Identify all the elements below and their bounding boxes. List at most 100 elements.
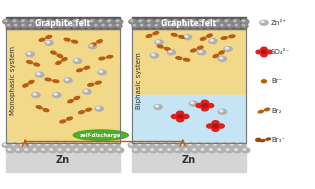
Circle shape bbox=[165, 20, 168, 22]
Text: Monophasic system: Monophasic system bbox=[10, 46, 16, 115]
Circle shape bbox=[218, 109, 226, 114]
Circle shape bbox=[155, 19, 163, 24]
Circle shape bbox=[242, 20, 245, 22]
Circle shape bbox=[201, 100, 208, 104]
Circle shape bbox=[204, 143, 212, 148]
Circle shape bbox=[11, 19, 20, 24]
Circle shape bbox=[30, 20, 33, 22]
Circle shape bbox=[32, 148, 40, 153]
Circle shape bbox=[189, 19, 197, 24]
Circle shape bbox=[208, 20, 210, 22]
Circle shape bbox=[256, 138, 261, 141]
Ellipse shape bbox=[57, 54, 63, 57]
Circle shape bbox=[232, 19, 240, 24]
Circle shape bbox=[73, 59, 82, 64]
Circle shape bbox=[79, 24, 86, 28]
Circle shape bbox=[220, 110, 223, 112]
Text: Graphite felt: Graphite felt bbox=[35, 19, 91, 28]
Circle shape bbox=[2, 143, 10, 148]
Circle shape bbox=[4, 20, 7, 22]
Circle shape bbox=[156, 41, 159, 43]
Circle shape bbox=[89, 19, 97, 24]
Circle shape bbox=[113, 143, 116, 145]
Circle shape bbox=[99, 148, 107, 153]
Circle shape bbox=[132, 148, 140, 153]
Ellipse shape bbox=[90, 43, 96, 46]
Circle shape bbox=[32, 93, 40, 98]
Circle shape bbox=[46, 143, 49, 145]
Circle shape bbox=[182, 114, 189, 119]
Circle shape bbox=[138, 143, 141, 145]
Bar bbox=[132, 143, 246, 172]
Circle shape bbox=[108, 24, 115, 28]
Circle shape bbox=[161, 24, 168, 28]
Circle shape bbox=[188, 143, 191, 145]
Circle shape bbox=[141, 148, 149, 153]
Circle shape bbox=[27, 53, 31, 54]
Circle shape bbox=[53, 93, 61, 98]
Circle shape bbox=[64, 24, 71, 28]
Circle shape bbox=[117, 149, 120, 150]
Circle shape bbox=[100, 24, 107, 28]
Circle shape bbox=[90, 148, 99, 153]
Circle shape bbox=[197, 143, 200, 145]
Circle shape bbox=[212, 127, 219, 131]
Circle shape bbox=[234, 24, 241, 28]
Text: Graphite felt: Graphite felt bbox=[161, 19, 217, 28]
Circle shape bbox=[261, 47, 267, 51]
Circle shape bbox=[154, 24, 161, 28]
Circle shape bbox=[233, 20, 236, 22]
Circle shape bbox=[147, 20, 150, 22]
Circle shape bbox=[184, 149, 187, 150]
Circle shape bbox=[20, 143, 23, 145]
Circle shape bbox=[195, 143, 203, 148]
Circle shape bbox=[209, 39, 217, 44]
Circle shape bbox=[216, 148, 225, 153]
Ellipse shape bbox=[62, 58, 67, 61]
Circle shape bbox=[49, 148, 57, 153]
Circle shape bbox=[183, 35, 192, 40]
Circle shape bbox=[177, 118, 184, 122]
Circle shape bbox=[192, 24, 194, 26]
Bar bbox=[132, 29, 246, 143]
Ellipse shape bbox=[200, 37, 206, 40]
Ellipse shape bbox=[45, 78, 51, 81]
Circle shape bbox=[15, 148, 23, 153]
Circle shape bbox=[180, 19, 189, 24]
Circle shape bbox=[148, 24, 150, 26]
Circle shape bbox=[154, 105, 162, 109]
Circle shape bbox=[179, 143, 187, 148]
Circle shape bbox=[22, 24, 24, 26]
Circle shape bbox=[33, 93, 36, 95]
Circle shape bbox=[29, 19, 37, 24]
Circle shape bbox=[202, 104, 208, 107]
Circle shape bbox=[177, 111, 184, 115]
Circle shape bbox=[73, 24, 75, 26]
Circle shape bbox=[214, 143, 216, 145]
Ellipse shape bbox=[88, 83, 94, 86]
Ellipse shape bbox=[258, 110, 263, 113]
Circle shape bbox=[134, 149, 137, 150]
Circle shape bbox=[11, 143, 19, 148]
Circle shape bbox=[99, 20, 102, 22]
Circle shape bbox=[199, 20, 202, 22]
Ellipse shape bbox=[219, 51, 224, 54]
Circle shape bbox=[162, 24, 165, 26]
Circle shape bbox=[23, 148, 32, 153]
Circle shape bbox=[56, 20, 59, 22]
Ellipse shape bbox=[77, 69, 83, 72]
Circle shape bbox=[137, 143, 145, 148]
Circle shape bbox=[37, 19, 45, 24]
Circle shape bbox=[146, 24, 153, 28]
Circle shape bbox=[90, 45, 93, 46]
Circle shape bbox=[6, 24, 13, 28]
Circle shape bbox=[209, 149, 212, 150]
Circle shape bbox=[231, 143, 233, 145]
Bar bbox=[132, 95, 246, 143]
Ellipse shape bbox=[60, 120, 66, 123]
Circle shape bbox=[53, 143, 61, 148]
Circle shape bbox=[90, 20, 93, 22]
Circle shape bbox=[187, 143, 195, 148]
Circle shape bbox=[109, 24, 112, 26]
Circle shape bbox=[183, 148, 191, 153]
